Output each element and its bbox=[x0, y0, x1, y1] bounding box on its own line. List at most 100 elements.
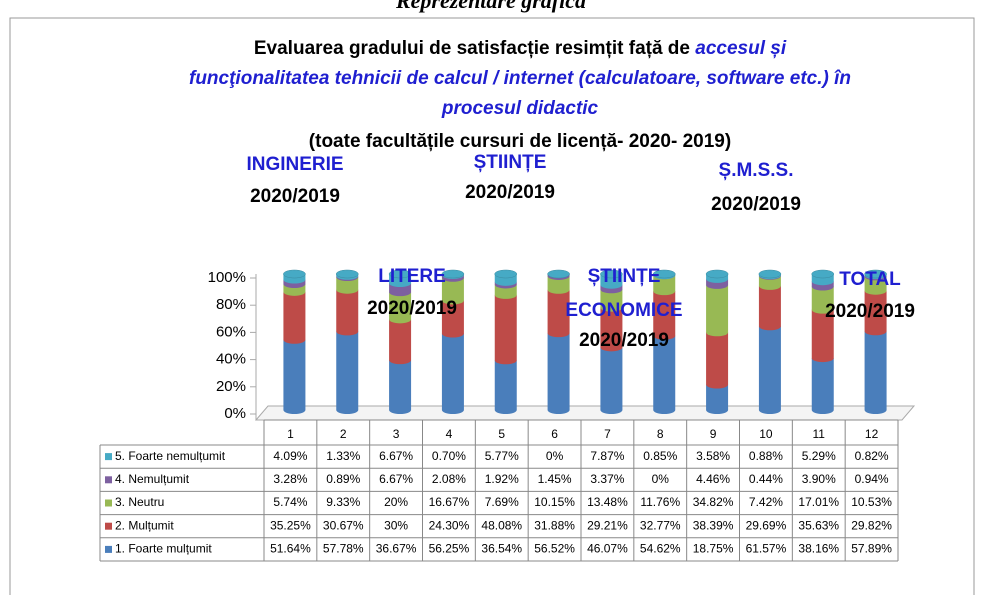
bar-cap bbox=[653, 269, 676, 279]
annotation-label: ȘTIINȚE bbox=[474, 152, 547, 173]
x-tick-label: 2 bbox=[340, 427, 347, 441]
table-cell: 35.25% bbox=[270, 518, 311, 532]
table-cell: 0.89% bbox=[326, 472, 360, 486]
bar-segment bbox=[441, 333, 464, 414]
legend-swatch bbox=[105, 476, 112, 484]
bar-segment bbox=[758, 285, 781, 331]
table-cell: 57.89% bbox=[851, 542, 892, 556]
bar-body bbox=[864, 331, 887, 414]
bar-body bbox=[389, 360, 412, 414]
table-cell: 20% bbox=[384, 495, 408, 509]
bar-body bbox=[283, 339, 306, 414]
bar-segment bbox=[811, 309, 834, 363]
bar-segment bbox=[547, 333, 570, 414]
table-cell: 18.75% bbox=[693, 542, 734, 556]
table-cell: 6.67% bbox=[379, 472, 413, 486]
table-cell: 0.88% bbox=[749, 449, 783, 463]
table-cell: 38.39% bbox=[693, 518, 734, 532]
bar-body bbox=[389, 292, 412, 324]
legend-swatch bbox=[105, 522, 112, 530]
bar-segment bbox=[811, 358, 834, 414]
table-cell: 5.29% bbox=[802, 449, 836, 463]
bar-segment bbox=[389, 319, 412, 365]
table-cell: 0.70% bbox=[432, 449, 466, 463]
table-cell: 5.74% bbox=[273, 495, 307, 509]
table-cell: 0% bbox=[652, 472, 670, 486]
table-cell: 9.33% bbox=[326, 495, 360, 509]
table-cell: 3.58% bbox=[696, 449, 730, 463]
bar-body bbox=[600, 289, 623, 312]
table-cell: 31.88% bbox=[534, 518, 575, 532]
bar-body bbox=[494, 294, 517, 365]
bar-body bbox=[811, 286, 834, 314]
bar-segment bbox=[336, 289, 359, 336]
bar-body bbox=[494, 360, 517, 414]
bar-body bbox=[336, 289, 359, 336]
table-cell: 29.69% bbox=[746, 518, 787, 532]
table-cell: 56.25% bbox=[429, 542, 470, 556]
table-cell: 56.52% bbox=[534, 542, 575, 556]
table-cell: 36.54% bbox=[481, 542, 522, 556]
x-tick-label: 6 bbox=[551, 427, 558, 441]
table-cell: 6.67% bbox=[379, 449, 413, 463]
x-tick-label: 7 bbox=[604, 427, 611, 441]
legend-label: 1. Foarte mulțumit bbox=[115, 542, 212, 556]
bar-segment bbox=[283, 339, 306, 414]
bar-segment bbox=[706, 284, 729, 337]
bar-segment bbox=[547, 289, 570, 338]
y-tick-label: 80% bbox=[216, 296, 246, 313]
table-cell: 0.85% bbox=[643, 449, 677, 463]
bar-segment bbox=[864, 331, 887, 414]
bar-segment bbox=[653, 291, 676, 340]
y-tick-label: 40% bbox=[216, 351, 246, 368]
table-cell: 0.94% bbox=[855, 472, 889, 486]
bar-cap bbox=[547, 269, 570, 279]
table-cell: 36.67% bbox=[376, 542, 417, 556]
bar-body bbox=[811, 358, 834, 414]
annotation-period: 2020/2019 bbox=[579, 330, 669, 351]
x-tick-label: 12 bbox=[865, 427, 879, 441]
bar-segment bbox=[653, 275, 676, 296]
table-cell: 57.78% bbox=[323, 542, 364, 556]
bar-segment bbox=[547, 275, 570, 294]
title-emphasis: accesul și funcţionalitatea tehnicii de … bbox=[189, 38, 851, 119]
bar-body bbox=[706, 384, 729, 414]
table-cell: 7.42% bbox=[749, 495, 783, 509]
bar-segment bbox=[336, 331, 359, 414]
bar-body bbox=[864, 276, 887, 295]
bar-cap bbox=[705, 269, 729, 279]
annotation-period: 2020/2019 bbox=[367, 298, 457, 319]
chart-subtitle: (toate facultățile cursuri de licență- 2… bbox=[308, 131, 732, 152]
bar-body bbox=[336, 277, 359, 294]
bar-segment bbox=[441, 300, 464, 338]
x-tick-label: 10 bbox=[759, 427, 773, 441]
table-cell: 48.08% bbox=[481, 518, 522, 532]
legend-swatch bbox=[105, 499, 112, 507]
table-cell: 61.57% bbox=[746, 542, 787, 556]
x-tick-label: 1 bbox=[287, 427, 294, 441]
bar-segment bbox=[811, 286, 834, 314]
bar-segment bbox=[706, 384, 729, 414]
chart-frame bbox=[9, 17, 975, 595]
table-cell: 30.67% bbox=[323, 518, 364, 532]
bar-body bbox=[389, 319, 412, 365]
bar-body bbox=[547, 289, 570, 338]
table-cell: 1.92% bbox=[485, 472, 519, 486]
bar-segment bbox=[494, 294, 517, 365]
table-cell: 32.77% bbox=[640, 518, 681, 532]
x-tick-label: 4 bbox=[446, 427, 453, 441]
table-cell: 34.82% bbox=[693, 495, 734, 509]
bar-body bbox=[441, 300, 464, 338]
bar-cap bbox=[864, 269, 887, 279]
bar-segment bbox=[653, 335, 676, 414]
bar-cap bbox=[494, 269, 517, 279]
table-cell: 30% bbox=[384, 518, 408, 532]
x-tick-label: 11 bbox=[813, 427, 826, 441]
legend-label: 4. Nemulțumit bbox=[115, 472, 190, 486]
table-cell: 10.53% bbox=[851, 495, 892, 509]
bar-body bbox=[283, 291, 306, 344]
table-cell: 51.64% bbox=[270, 542, 311, 556]
annotation-label: Ș.M.S.S. bbox=[719, 160, 794, 181]
x-tick-label: 8 bbox=[657, 427, 664, 441]
